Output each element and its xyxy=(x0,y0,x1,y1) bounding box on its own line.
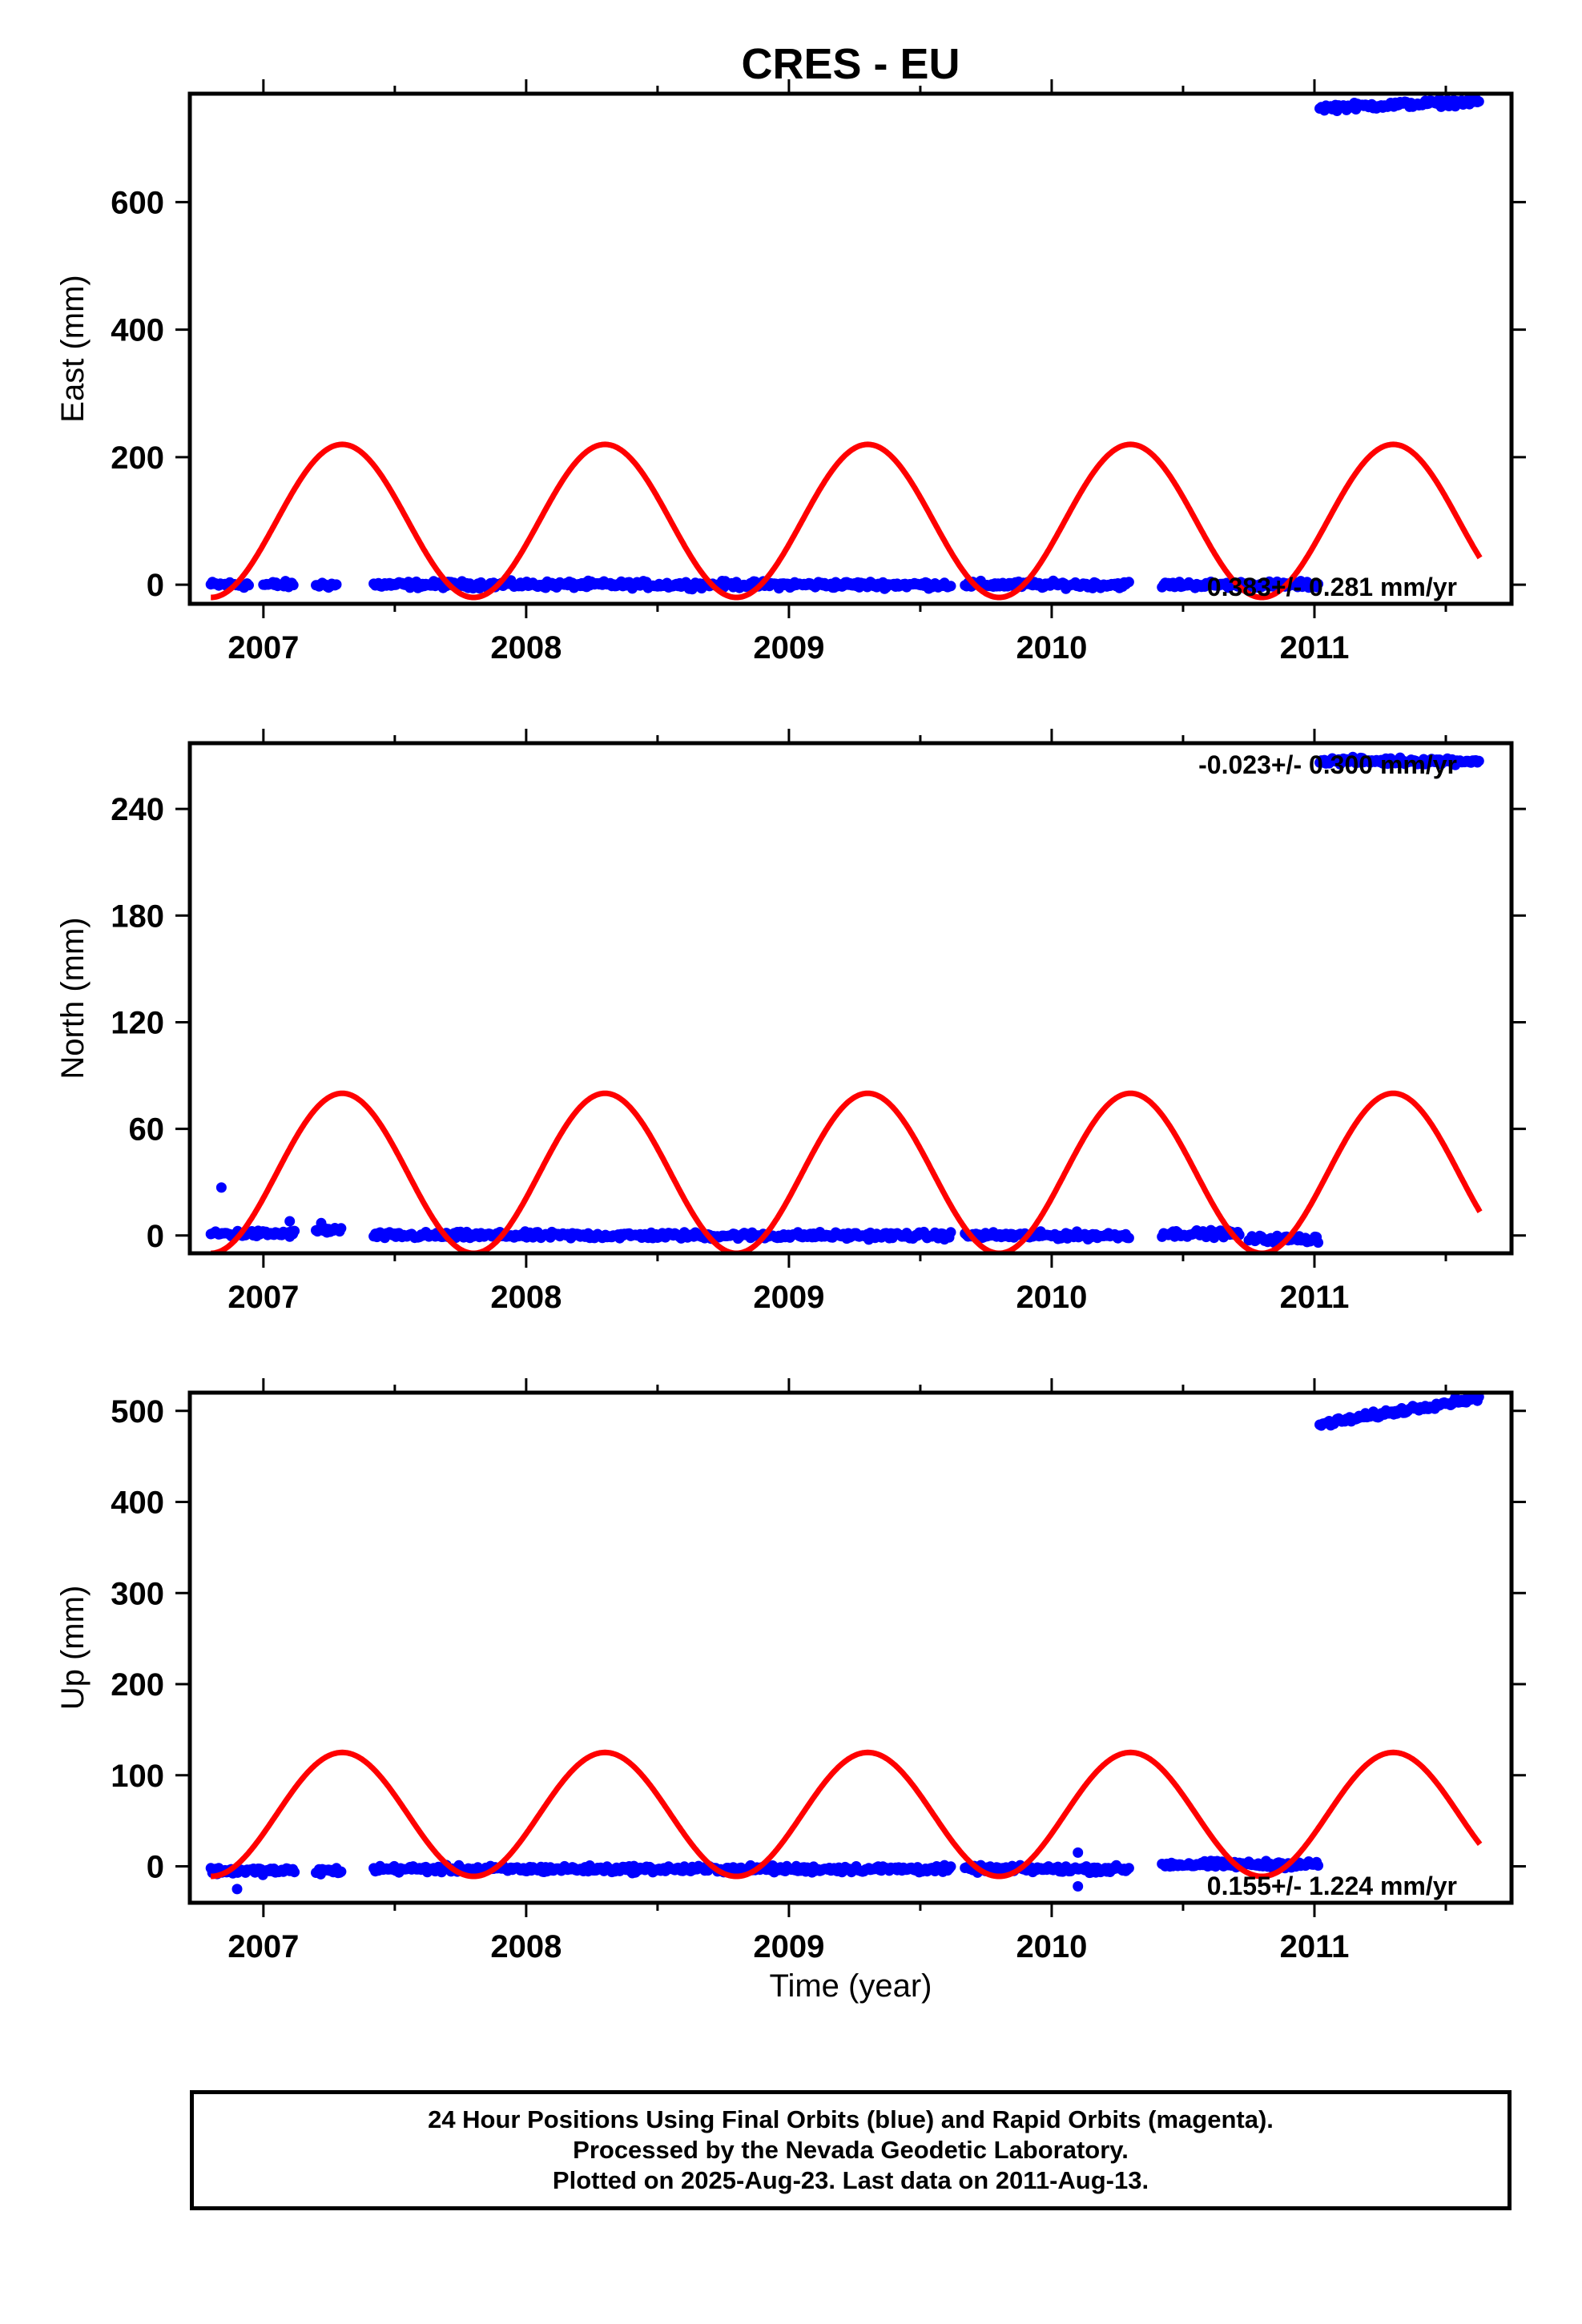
y-tick-label: 0 xyxy=(147,568,164,603)
data-point xyxy=(289,1867,300,1878)
data-point xyxy=(1123,1863,1134,1874)
outlier-point xyxy=(284,1216,296,1227)
y-tick-label: 400 xyxy=(111,313,164,348)
plot-frame xyxy=(187,741,1514,1256)
seasonal-model-curve xyxy=(209,441,1483,601)
plot-frame xyxy=(187,91,1514,606)
panel-up: 2007 2008 2009 2010 2011 0 100 200 300 400 500 Up (… xyxy=(55,1378,1526,1964)
outlier-point xyxy=(231,1884,243,1895)
x-tick-label: 2010 xyxy=(1016,1929,1087,1964)
y-tick-label: 100 xyxy=(111,1759,164,1794)
x-tick-label: 2007 xyxy=(227,1280,299,1315)
plot-frame xyxy=(187,1390,1514,1905)
y-tick-label: 60 xyxy=(129,1112,165,1148)
x-tick-label: 2008 xyxy=(490,1929,562,1964)
seasonal-model-curve xyxy=(209,1749,1483,1880)
outlier-point xyxy=(316,1217,327,1228)
rate-annotation: 0.383+/- 0.281 mm/yr xyxy=(1207,573,1457,601)
x-tick-label: 2007 xyxy=(227,1929,299,1964)
footer-line-2: Processed by the Nevada Geodetic Laborat… xyxy=(573,2136,1129,2164)
data-points xyxy=(205,94,1484,595)
y-tick-label: 0 xyxy=(147,1219,164,1254)
data-point xyxy=(289,1225,300,1236)
data-point xyxy=(288,580,299,591)
rate-annotation: 0.155+/- 1.224 mm/yr xyxy=(1207,1872,1457,1900)
rate-annotation: -0.023+/- 0.300 mm/yr xyxy=(1198,750,1457,779)
data-points xyxy=(205,751,1484,1248)
y-tick-label: 200 xyxy=(111,440,164,476)
x-tick-label: 2011 xyxy=(1280,1929,1350,1964)
y-tick-label: 400 xyxy=(111,1486,164,1521)
x-tick-label: 2007 xyxy=(227,630,299,665)
footer-line-1: 24 Hour Positions Using Final Orbits (bl… xyxy=(428,2105,1274,2133)
y-tick-label: 120 xyxy=(111,1005,164,1040)
outlier-point xyxy=(215,1182,227,1193)
data-point xyxy=(1123,1232,1134,1244)
y-tick-label: 0 xyxy=(147,1850,164,1885)
chart-title: CRES - EU xyxy=(741,40,960,88)
y-axis-title: North (mm) xyxy=(55,917,91,1079)
x-tick-label: 2009 xyxy=(753,630,824,665)
x-tick-label: 2009 xyxy=(753,1929,824,1964)
y-tick-label: 600 xyxy=(111,185,164,220)
data-point xyxy=(331,579,342,590)
outlier-point xyxy=(1073,1847,1084,1858)
y-tick-label: 180 xyxy=(111,899,164,934)
footer-line-3: Plotted on 2025-Aug-23. Last data on 201… xyxy=(552,2166,1149,2194)
data-point xyxy=(945,1227,956,1238)
footer-box: 24 Hour Positions Using Final Orbits (bl… xyxy=(190,2090,1512,2210)
y-tick-label: 240 xyxy=(111,792,164,827)
x-tick-label: 2011 xyxy=(1280,630,1350,665)
x-tick-label: 2008 xyxy=(490,630,562,665)
x-tick-label: 2011 xyxy=(1280,1280,1350,1315)
x-axis-title: Time (year) xyxy=(770,1968,932,2004)
data-point xyxy=(1313,578,1324,589)
x-tick-label: 2010 xyxy=(1016,1280,1087,1315)
data-point xyxy=(1473,1393,1484,1402)
data-point xyxy=(336,1223,347,1234)
data-point xyxy=(1123,577,1134,588)
data-point xyxy=(244,580,254,591)
panel-north: 2007 2008 2009 2010 2011 0 60 120 180 240 North (m… xyxy=(55,729,1526,1315)
y-axis-title: Up (mm) xyxy=(55,1586,91,1711)
y-tick-label: 500 xyxy=(111,1394,164,1429)
y-axis-title: East (mm) xyxy=(55,275,91,422)
outlier-point xyxy=(1073,1881,1084,1892)
data-points xyxy=(205,1393,1484,1895)
y-tick-label: 200 xyxy=(111,1667,164,1703)
data-point xyxy=(945,581,956,592)
data-point xyxy=(1313,1860,1324,1871)
data-point xyxy=(1473,755,1484,766)
x-tick-label: 2009 xyxy=(753,1280,824,1315)
data-point xyxy=(336,1866,347,1877)
x-tick-label: 2010 xyxy=(1016,630,1087,665)
data-point xyxy=(1313,1237,1324,1248)
data-point xyxy=(1473,96,1484,107)
x-tick-label: 2008 xyxy=(490,1280,562,1315)
panel-east: 2007 2008 2009 2010 2011 0 200 400 600 East (mm) 0… xyxy=(55,79,1526,665)
data-point xyxy=(945,1861,956,1872)
y-tick-label: 300 xyxy=(111,1576,164,1611)
